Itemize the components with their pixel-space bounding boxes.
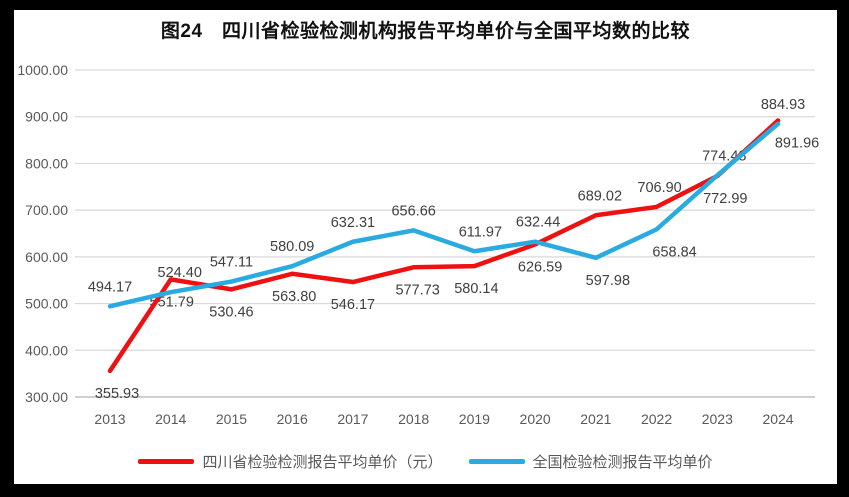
y-tick-label: 900.00 (25, 109, 68, 125)
y-tick-label: 300.00 (25, 389, 68, 405)
data-label-national: 547.11 (210, 255, 253, 271)
x-tick-label: 2021 (580, 411, 611, 427)
legend-item-national: 全国检验检测报告平均单价 (468, 451, 713, 472)
data-label-sichuan: 530.46 (209, 304, 253, 320)
data-label-sichuan: 891.96 (775, 135, 819, 151)
x-tick-label: 2013 (94, 411, 125, 427)
data-label-sichuan: 577.73 (395, 282, 439, 298)
legend-line-sichuan-icon (138, 459, 195, 464)
y-tick-label: 500.00 (25, 296, 68, 312)
x-tick-label: 2023 (702, 411, 733, 427)
data-label-sichuan: 772.99 (703, 191, 747, 207)
data-label-national: 656.66 (391, 203, 435, 219)
x-tick-label: 2016 (277, 411, 308, 427)
y-tick-label: 800.00 (25, 155, 68, 171)
data-label-national: 597.98 (586, 273, 630, 289)
line-chart-plot: 1000.00 900.00 800.00 700.00 600.00 500.00 400… (17, 62, 819, 427)
data-label-national: 658.84 (652, 244, 696, 260)
chart-title: 图24 四川省检验检测机构报告平均单价与全国平均数的比较 (160, 21, 691, 42)
y-tick-label: 700.00 (25, 202, 68, 218)
data-label-sichuan: 355.93 (95, 386, 139, 402)
y-tick-label: 400.00 (25, 342, 68, 358)
data-label-national: 524.40 (158, 265, 202, 281)
x-tick-label: 2015 (216, 411, 247, 427)
x-tick-label: 2017 (337, 411, 368, 427)
y-tick-label: 1000.00 (17, 62, 68, 78)
data-label-national: 632.31 (331, 215, 375, 231)
series-line-sichuan (107, 118, 781, 374)
data-label-sichuan: 563.80 (272, 289, 316, 305)
legend-label-national: 全国检验检测报告平均单价 (532, 454, 713, 471)
legend-label-sichuan: 四川省检验检测报告平均单价（元） (202, 454, 443, 471)
x-tick-label: 2024 (762, 411, 793, 427)
data-label-national: 632.44 (516, 215, 560, 231)
series-line-national (107, 121, 781, 309)
x-tick-label: 2020 (520, 411, 551, 427)
data-label-national: 494.17 (88, 279, 132, 295)
data-label-national: 611.97 (459, 224, 502, 240)
data-label-national: 580.09 (270, 239, 314, 255)
data-label-sichuan: 626.59 (518, 259, 562, 275)
x-tick-label: 2019 (459, 411, 490, 427)
y-tick-label: 600.00 (25, 249, 68, 265)
x-tick-label: 2018 (398, 411, 429, 427)
data-label-national: 884.93 (761, 97, 805, 113)
x-tick-label: 2022 (641, 411, 672, 427)
legend-item-sichuan: 四川省检验检测报告平均单价（元） (138, 451, 443, 472)
data-label-sichuan: 689.02 (578, 188, 622, 204)
chart-legend: 四川省检验检测报告平均单价（元） 全国检验检测报告平均单价 (14, 451, 837, 472)
data-label-sichuan: 546.17 (331, 297, 375, 313)
chart-panel: 图24 四川省检验检测机构报告平均单价与全国平均数的比较 1000.00 900.… (14, 10, 837, 484)
x-tick-label: 2014 (155, 411, 186, 427)
legend-line-national-icon (468, 459, 525, 464)
data-label-sichuan: 706.90 (637, 180, 681, 196)
data-label-sichuan: 580.14 (454, 281, 498, 297)
